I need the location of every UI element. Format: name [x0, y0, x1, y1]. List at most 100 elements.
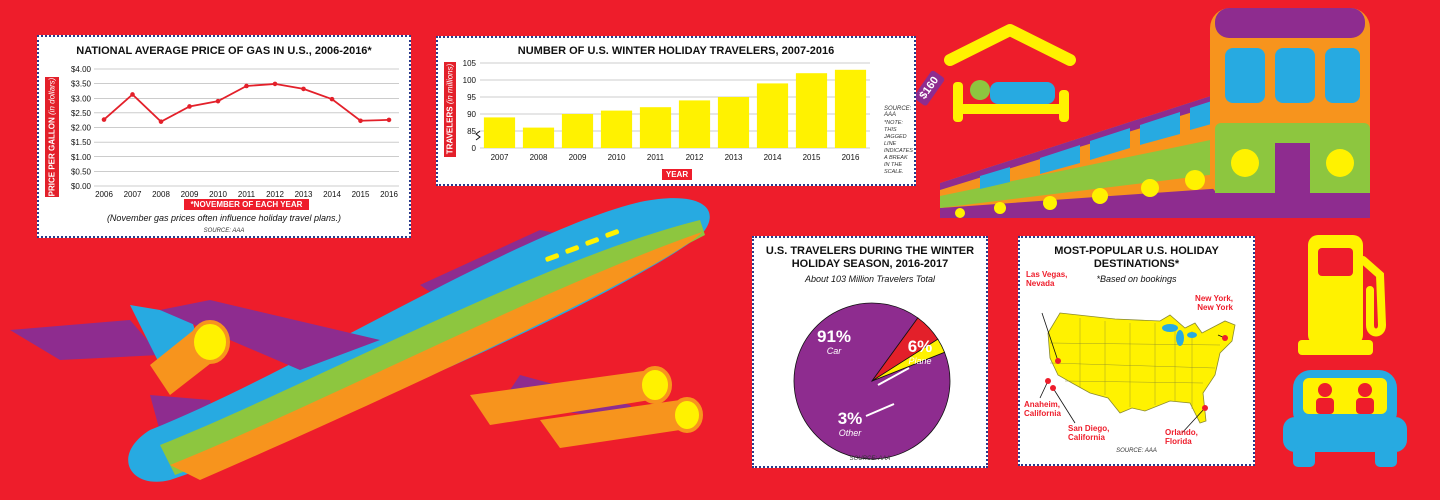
pie-label-plane-pct: 6%	[908, 337, 933, 356]
travelers-chart-title: NUMBER OF U.S. WINTER HOLIDAY TRAVELERS,…	[517, 45, 835, 57]
travelers-xlabel: YEAR	[662, 169, 692, 180]
train-illustration	[940, 8, 1370, 218]
gas-source: SOURCE: AAA	[203, 228, 245, 234]
gas-ytick-label: $3.50	[71, 80, 92, 89]
travelers-ytick-label: 90	[467, 110, 476, 119]
gas-ylabel-unit: (in dollars)	[47, 77, 57, 115]
travelers-bar	[795, 73, 828, 148]
gas-xtick-label: 2015	[352, 190, 370, 199]
gas-xtick-label: 2013	[295, 190, 313, 199]
travelers-xtick-label: 2014	[764, 153, 782, 162]
gas-ylabel: PRICE PER GALLON	[47, 117, 57, 197]
city-label-orlando: Orlando, Florida	[1165, 428, 1198, 446]
great-lakes	[1162, 324, 1197, 346]
map-title: MOST-POPULAR U.S. HOLIDAY DESTINATIONS*	[1054, 245, 1219, 270]
travelers-xtick-label: 2009	[569, 153, 587, 162]
gas-xtick-label: 2009	[181, 190, 199, 199]
travelers-bar	[522, 127, 555, 148]
pie-label-other-pct: 3%	[838, 409, 863, 428]
gas-caption: (November gas prices often influence hol…	[106, 213, 342, 223]
city-dot-san-diego	[1050, 385, 1056, 391]
city-label-anaheim: Anaheim, California	[1024, 400, 1061, 418]
travelers-xtick-label: 2012	[686, 153, 704, 162]
gas-data-point	[244, 83, 249, 89]
gas-data-point	[130, 92, 135, 97]
travelers-xtick-label: 2007	[491, 153, 509, 162]
gas-data-point	[386, 117, 392, 123]
city-label-new-york: New York, New York	[1195, 294, 1233, 312]
hotel-bed-icon	[944, 24, 1076, 122]
travelers-ylabel-unit: (in millions)	[445, 63, 455, 105]
gas-ytick-label: $1.50	[71, 138, 92, 147]
travelers-bar	[639, 107, 672, 148]
travelers-ytick-label: 100	[463, 76, 477, 85]
travelers-xtick-label: 2013	[725, 153, 743, 162]
map-source: SOURCE: AAA	[1116, 448, 1157, 454]
city-label-las-vegas: Las Vegas, Nevada	[1026, 270, 1068, 288]
map-subtitle: *Based on bookings	[1096, 274, 1177, 284]
car-icon	[1283, 370, 1407, 467]
travelers-ylabel: TRAVELERS	[445, 106, 455, 155]
gas-data-point	[101, 117, 107, 122]
gas-data-point	[301, 86, 306, 92]
travelers-bar	[717, 97, 750, 148]
travelers-ytick-label: 85	[467, 127, 476, 136]
pie-label-car: Car	[827, 346, 843, 356]
travelers-ytick-label: 105	[463, 59, 477, 68]
pie-label-plane: Plane	[908, 356, 931, 366]
gas-xtick-label: 2010	[209, 190, 227, 199]
scale-break-mark	[475, 130, 481, 141]
travelers-bar	[483, 117, 516, 148]
travelers-xtick-label: 2015	[803, 153, 821, 162]
gas-pump-icon	[1298, 235, 1387, 355]
travelers-source: SOURCE: AAA	[884, 106, 912, 118]
pie-chart-title: U.S. TRAVELERS DURING THE WINTER HOLIDAY…	[765, 245, 975, 270]
pie-source: SOURCE: AAA	[849, 456, 891, 462]
pie-label-car-pct: 91%	[817, 327, 851, 346]
travelers-xtick-label: 2010	[608, 153, 626, 162]
gas-xtick-label: 2008	[152, 190, 170, 199]
travelers-xtick-label: 2011	[647, 153, 665, 162]
travelers-bar	[678, 100, 711, 148]
gas-ytick-label: $2.00	[71, 124, 92, 133]
gas-ylabel-box: PRICE PER GALLON (in dollars)	[45, 77, 59, 197]
pie-subtitle: About 103 Million Travelers Total	[804, 274, 936, 284]
city-dot-anaheim	[1045, 378, 1051, 384]
gas-price-line-chart: $0.00 $0.50 $1.00 $1.50 $2.00 $2.50 $3.00 $3.50…	[71, 65, 399, 199]
travel-mode-pie-chart: 91% Car 6% Plane 3% Other	[793, 302, 951, 460]
gas-xlabel-note: *NOVEMBER OF EACH YEAR	[184, 199, 309, 210]
pie-panel: U.S. TRAVELERS DURING THE WINTER HOLIDAY…	[752, 236, 988, 468]
pie-arrow-plane	[877, 367, 910, 386]
gas-data-point	[329, 96, 335, 102]
gas-xtick-label: 2014	[323, 190, 341, 199]
city-dot-las-vegas	[1055, 358, 1061, 364]
gas-xtick-label: 2016	[380, 190, 398, 199]
pie-arrow-other	[865, 403, 895, 417]
us-mainland-shape	[1047, 312, 1236, 424]
travelers-bar-chart: 0 85 90 95 100 105 2007 2008 2009 2010 2011 2012 20…	[463, 59, 870, 162]
gas-ytick-label: $3.00	[71, 94, 92, 103]
airplane-illustration	[10, 198, 710, 482]
gas-xtick-label: 2007	[124, 190, 142, 199]
gas-price-panel: NATIONAL AVERAGE PRICE OF GAS IN U.S., 2…	[37, 35, 411, 238]
gas-xtick-label: 2011	[238, 190, 256, 199]
travelers-note: *NOTE: THIS JAGGED LINE INDICATES A BREA…	[884, 120, 913, 175]
travelers-xtick-label: 2016	[842, 153, 860, 162]
gas-ytick-label: $0.50	[71, 167, 92, 176]
gas-price-line	[103, 83, 390, 123]
gas-ytick-label: $2.50	[71, 109, 92, 118]
gas-ytick-label: $0.00	[71, 182, 92, 191]
gas-data-point	[158, 119, 164, 124]
gas-data-point	[215, 98, 221, 104]
travelers-bar	[756, 83, 789, 148]
travelers-ylabel-box: TRAVELERS (in millions)	[444, 62, 456, 157]
gas-xtick-label: 2012	[266, 190, 284, 199]
pie-label-other: Other	[839, 428, 863, 438]
destinations-map-panel: MOST-POPULAR U.S. HOLIDAY DESTINATIONS* …	[1018, 236, 1255, 466]
gas-ytick-label: $4.00	[71, 65, 92, 74]
pie-slice-other	[871, 338, 946, 382]
city-dot-orlando	[1202, 405, 1208, 411]
travelers-bar	[600, 110, 633, 148]
travelers-xtick-label: 2008	[530, 153, 548, 162]
gas-chart-title: NATIONAL AVERAGE PRICE OF GAS IN U.S., 2…	[76, 45, 372, 57]
